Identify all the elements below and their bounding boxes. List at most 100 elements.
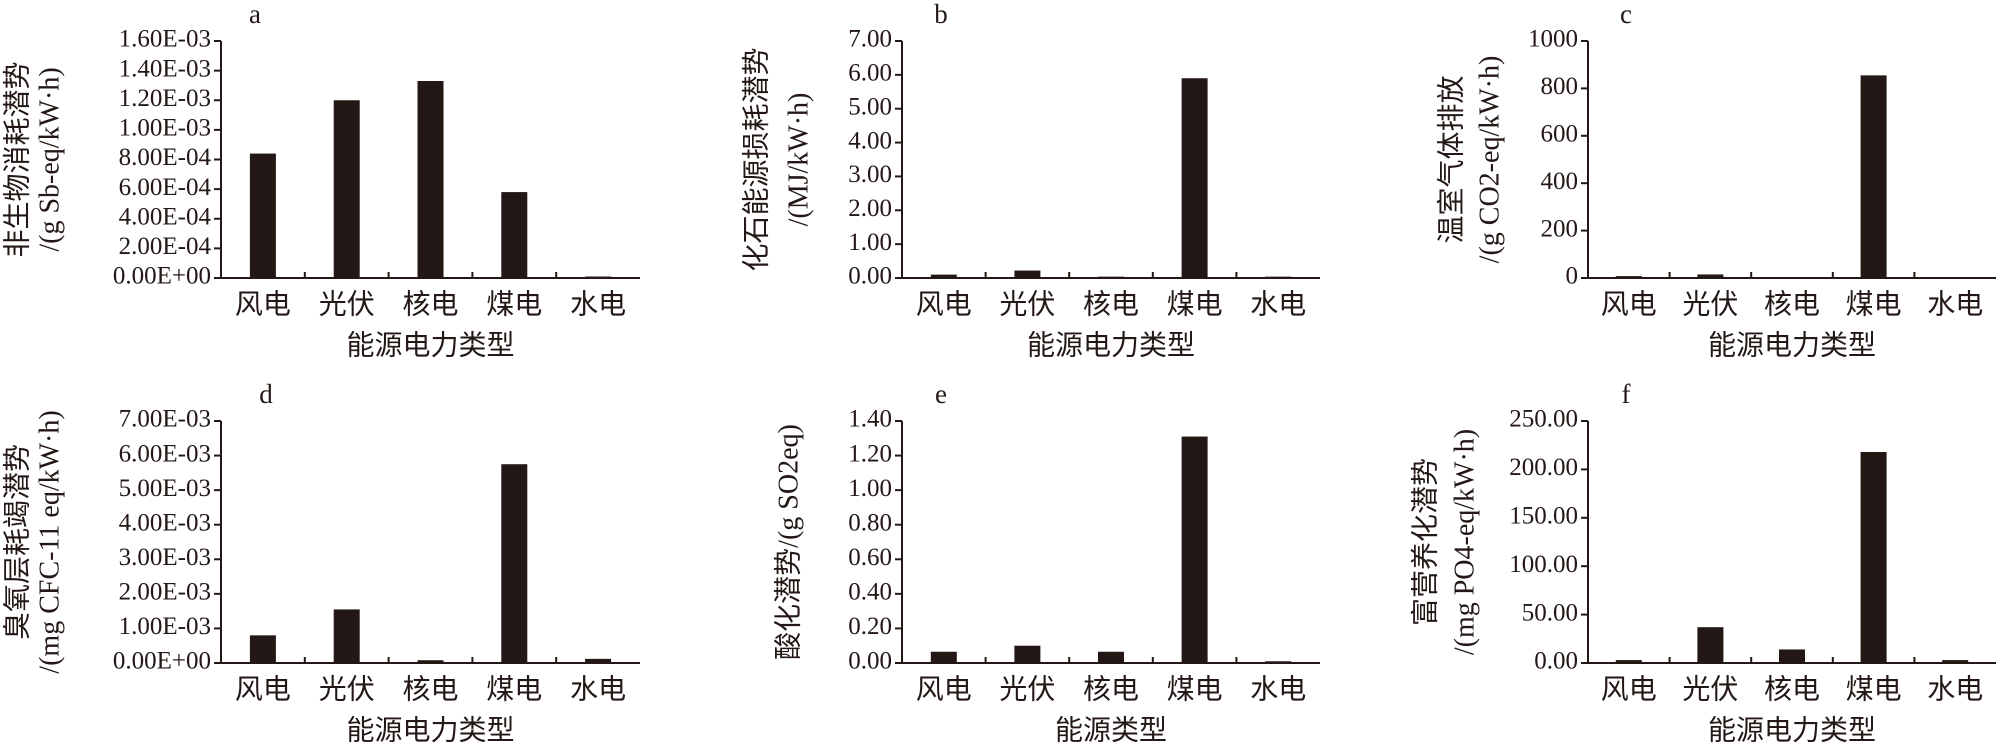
y-tick-label: 4.00E-03 xyxy=(119,509,211,536)
y-tick-label: 200 xyxy=(1541,215,1579,242)
y-tick-label: 7.00 xyxy=(848,26,892,53)
y-axis-label: /(mg CFC-11 eq/kW·h) xyxy=(34,410,65,673)
bar xyxy=(1265,661,1292,663)
x-tick-label: 光伏 xyxy=(319,673,375,705)
y-tick-label: 250.00 xyxy=(1509,406,1578,433)
x-axis-label: 能源电力类型 xyxy=(346,329,514,361)
x-tick-label: 核电 xyxy=(1083,673,1139,705)
x-tick-label: 核电 xyxy=(402,673,458,705)
y-tick-label: 0 xyxy=(1566,263,1579,290)
bar xyxy=(585,276,612,278)
x-tick-label: 煤电 xyxy=(1846,288,1902,320)
panel-title: d xyxy=(259,379,273,409)
x-tick-label: 煤电 xyxy=(1167,288,1223,320)
y-tick-label: 4.00E-04 xyxy=(119,203,212,230)
y-tick-label: 6.00E-04 xyxy=(119,174,212,201)
y-tick-label: 1000 xyxy=(1528,26,1578,53)
x-tick-label: 光伏 xyxy=(1682,673,1738,705)
y-tick-label: 1.20 xyxy=(848,440,892,467)
y-tick-label: 1.20E-03 xyxy=(119,85,211,112)
bar xyxy=(1181,78,1208,278)
bar xyxy=(1779,649,1805,663)
panel-title: b xyxy=(934,0,948,29)
panel-title: f xyxy=(1622,379,1631,409)
y-tick-label: 0.00 xyxy=(848,263,892,290)
panel-title: c xyxy=(1620,0,1632,29)
y-tick-label: 2.00E-04 xyxy=(119,233,212,260)
panel-title: e xyxy=(935,379,947,409)
bar xyxy=(1697,274,1724,278)
y-axis-label: 臭氧层耗竭潜势 xyxy=(1,444,33,640)
y-axis-label: /(MJ/kW·h) xyxy=(783,93,814,227)
y-tick-label: 1.60E-03 xyxy=(119,26,211,53)
x-tick-label: 光伏 xyxy=(999,673,1055,705)
x-tick-label: 风电 xyxy=(235,673,291,705)
x-tick-label: 水电 xyxy=(1927,288,1983,320)
bar xyxy=(501,192,528,278)
x-tick-label: 煤电 xyxy=(1846,673,1902,705)
x-tick-label: 风电 xyxy=(1601,673,1657,705)
bar xyxy=(333,100,360,278)
panel-title: a xyxy=(249,0,261,29)
y-tick-label: 0.20 xyxy=(848,613,892,640)
y-axis-label: 酸化潜势/(g SO2eq) xyxy=(772,424,804,660)
x-tick-label: 水电 xyxy=(570,288,626,320)
bar xyxy=(930,274,957,278)
y-axis-label: /(g CO2-eq/kW·h) xyxy=(1474,56,1505,264)
x-tick-label: 风电 xyxy=(916,288,972,320)
y-tick-label: 8.00E-04 xyxy=(119,144,212,171)
x-axis-label: 能源电力类型 xyxy=(1708,329,1876,361)
bar xyxy=(1615,276,1642,278)
bar xyxy=(1014,645,1041,663)
y-tick-label: 1.40E-03 xyxy=(119,55,211,82)
y-tick-label: 3.00 xyxy=(848,161,892,188)
y-axis-label: 富营养化潜势 xyxy=(1409,458,1441,626)
y-tick-label: 0.00 xyxy=(1534,648,1578,675)
x-tick-label: 水电 xyxy=(1250,673,1306,705)
bar xyxy=(930,651,957,663)
y-axis-label: 非生物消耗潜势 xyxy=(1,61,33,257)
x-axis-label: 能源电力类型 xyxy=(1708,714,1876,746)
y-axis-label: 化石能源损耗潜势 xyxy=(740,47,772,271)
x-tick-label: 光伏 xyxy=(999,288,1055,320)
x-tick-label: 水电 xyxy=(570,673,626,705)
y-tick-label: 600 xyxy=(1541,121,1579,148)
bar xyxy=(1860,451,1887,663)
bar xyxy=(585,658,612,663)
x-tick-label: 核电 xyxy=(1083,288,1139,320)
y-axis-label: 温室气体排放 xyxy=(1435,75,1467,243)
y-tick-label: 2.00E-03 xyxy=(119,579,211,606)
y-tick-label: 800 xyxy=(1541,73,1579,100)
x-tick-label: 煤电 xyxy=(486,673,542,705)
y-tick-label: 5.00E-03 xyxy=(119,475,211,502)
x-tick-label: 煤电 xyxy=(486,288,542,320)
y-tick-label: 50.00 xyxy=(1522,599,1578,626)
bar xyxy=(1942,660,1969,663)
x-axis-label: 能源电力类型 xyxy=(1027,329,1195,361)
y-tick-label: 150.00 xyxy=(1509,503,1578,530)
y-tick-label: 1.00 xyxy=(848,475,892,502)
x-tick-label: 水电 xyxy=(1927,673,1983,705)
y-tick-label: 0.40 xyxy=(848,579,892,606)
x-tick-label: 风电 xyxy=(235,288,291,320)
x-tick-label: 水电 xyxy=(1250,288,1306,320)
bar xyxy=(501,464,528,663)
x-tick-label: 光伏 xyxy=(1682,288,1738,320)
bar xyxy=(1098,276,1124,278)
bar xyxy=(333,609,360,663)
y-tick-label: 0.00 xyxy=(848,648,892,675)
y-tick-label: 100.00 xyxy=(1509,551,1578,578)
y-tick-label: 7.00E-03 xyxy=(119,406,211,433)
bar xyxy=(249,153,276,278)
bar xyxy=(1014,270,1041,278)
y-tick-label: 0.60 xyxy=(848,544,892,571)
x-axis-label: 能源类型 xyxy=(1055,714,1167,746)
y-tick-label: 5.00 xyxy=(848,93,892,120)
bar xyxy=(1697,627,1724,663)
y-axis-label: /(g Sb-eq/kW·h) xyxy=(34,67,65,251)
y-tick-label: 6.00 xyxy=(848,60,892,87)
y-tick-label: 0.00E+00 xyxy=(113,648,211,675)
x-tick-label: 煤电 xyxy=(1167,673,1223,705)
bar xyxy=(1860,75,1887,279)
y-tick-label: 400 xyxy=(1541,168,1579,195)
